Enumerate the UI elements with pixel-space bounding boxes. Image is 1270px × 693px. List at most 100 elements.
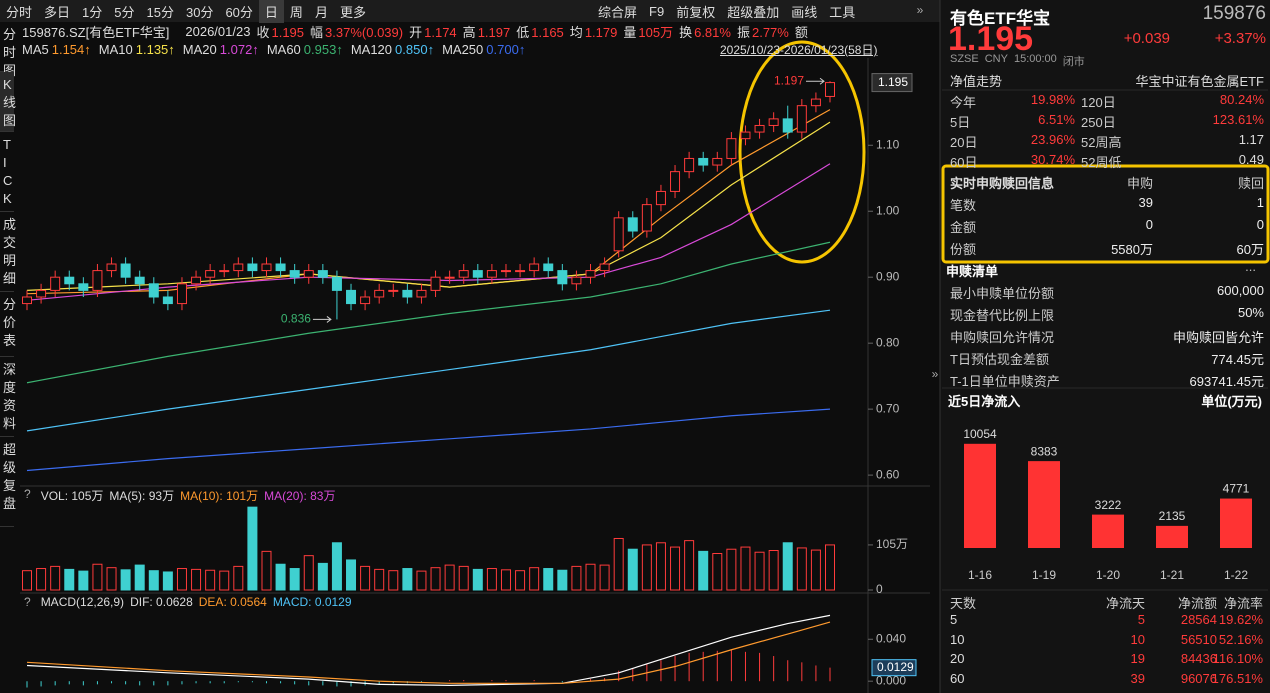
info-item: 振 2.77%	[737, 22, 789, 41]
sidebar-tab[interactable]: K线图	[0, 72, 16, 132]
volume-bar	[233, 565, 244, 591]
flow-header: 净流率	[1223, 596, 1263, 611]
sidebar-tab[interactable]: 成交明细	[0, 212, 16, 292]
flow-cell: 19	[1130, 651, 1145, 666]
candle-body	[754, 124, 765, 133]
flow-cell: 28564	[1180, 612, 1217, 627]
volume-bar	[571, 565, 582, 591]
volume-bar	[599, 564, 610, 591]
help-icon: ?	[24, 487, 31, 501]
volume-bar	[134, 564, 145, 591]
info-item: 均 1.179	[570, 22, 618, 41]
flow-cell: 39	[1130, 670, 1145, 686]
candle-body	[289, 270, 300, 278]
candle-body	[134, 276, 145, 285]
volume-bar	[317, 562, 328, 591]
ma-line	[26, 163, 831, 301]
nav-label: 250日	[1081, 115, 1116, 130]
realtime-col: 赎回	[1237, 176, 1264, 191]
period-tab[interactable]: 1分	[82, 4, 103, 20]
tool-button[interactable]: 工具	[829, 4, 856, 20]
volume-bar	[191, 568, 202, 591]
volume-bar	[388, 570, 399, 591]
candle-body	[825, 82, 835, 97]
toolbar-bg	[0, 0, 940, 22]
macd-label: MACD: 0.0129	[272, 595, 352, 609]
meta-item: 闭市	[1062, 56, 1085, 68]
volume-bar	[684, 540, 695, 591]
candle-body	[585, 270, 596, 278]
period-tab[interactable]: 5分	[114, 4, 135, 20]
volume-bar	[740, 546, 751, 591]
candle-body	[106, 263, 117, 272]
realtime-value: 0	[1145, 217, 1153, 232]
list-more[interactable]: ...	[1245, 259, 1256, 274]
ma-value: 1.072↑	[219, 41, 259, 57]
info-item: 高 1.197	[463, 22, 511, 41]
right-bg	[940, 0, 1270, 693]
help-icon: ?	[24, 595, 31, 609]
tool-button[interactable]: 前复权	[676, 4, 716, 20]
meta-item: CNY	[984, 53, 1008, 65]
candle-body	[557, 270, 568, 285]
volume-bar	[148, 570, 159, 591]
candle-body	[148, 283, 159, 298]
period-tab[interactable]: 日	[258, 0, 284, 23]
info-value: 1.179	[584, 24, 618, 40]
nav-label: 今年	[950, 95, 977, 110]
ma-value: 0.953↑	[303, 41, 343, 57]
nav-value: 19.98%	[1030, 92, 1075, 107]
ma-line	[26, 309, 831, 432]
last-price-label: 1.195	[878, 75, 908, 89]
nav-value: 0.49	[1238, 152, 1264, 167]
period-tab[interactable]: 15分	[146, 4, 174, 20]
realtime-value: 60万	[1236, 242, 1264, 257]
info-item: 幅 3.37%(0.039)	[310, 22, 403, 41]
info-value: 105万	[638, 24, 674, 40]
candle-body	[317, 270, 328, 278]
flow-cell: 176.51%	[1211, 670, 1263, 686]
period-tab[interactable]: 60分	[225, 4, 253, 20]
sidebar-tab[interactable]: 分价表	[0, 292, 16, 357]
tool-button[interactable]: F9	[649, 3, 665, 19]
info-extra: 额	[794, 24, 808, 40]
extreme-label: 1.197	[774, 73, 804, 87]
sidebar-tab[interactable]: TICK	[0, 132, 14, 212]
flow-bar	[964, 443, 996, 548]
tool-button[interactable]: 画线	[791, 4, 818, 20]
realtime-value: 1	[1256, 195, 1264, 210]
ma-legend-item: MA120 0.850↑	[351, 42, 434, 57]
more-icon[interactable]: »	[917, 3, 924, 17]
tool-button[interactable]: 综合屏	[598, 4, 638, 20]
ma-legend-item: MA250 0.700↑	[442, 42, 525, 57]
nav-label: 120日	[1081, 95, 1116, 110]
volume-bar	[289, 568, 300, 591]
extreme-label: 0.836	[281, 312, 311, 326]
period-tab[interactable]: 多日	[44, 4, 71, 20]
quote-code: 159876	[1202, 3, 1266, 24]
period-tab[interactable]: 分时	[6, 4, 33, 20]
sidebar-tab[interactable]: 深度资料	[0, 357, 16, 437]
period-tab[interactable]: 月	[314, 4, 328, 20]
sidebar-tab[interactable]: 超级复盘	[0, 437, 16, 527]
expand-icon[interactable]: »	[932, 367, 939, 381]
period-tab[interactable]: 更多	[339, 4, 366, 20]
volume-bar	[810, 549, 821, 591]
highlight-ellipse	[738, 40, 866, 264]
vol-label: MA(20): 83万	[264, 489, 336, 503]
volume-bar	[768, 550, 779, 591]
info-value: 1.197	[477, 24, 511, 40]
sidebar: 分时图 K线图 TICK 成交明细 分价表 深度资料 超级复盘	[0, 22, 20, 527]
info-label: 高	[462, 24, 476, 40]
macd-label: MACD(12,26,9)	[40, 595, 125, 609]
period-tab[interactable]: 周	[289, 4, 303, 20]
candle-body	[416, 289, 427, 298]
volume-bar	[613, 537, 624, 591]
tool-button[interactable]: 超级叠加	[727, 4, 780, 20]
volume-bar	[782, 542, 793, 591]
ma-legend-item: MA10 1.135↑	[99, 42, 175, 57]
volume-bar	[50, 565, 61, 591]
info-item: 换 6.81%	[679, 22, 731, 41]
sidebar-tab[interactable]: 分时图	[0, 22, 16, 78]
period-tab[interactable]: 30分	[185, 4, 214, 20]
